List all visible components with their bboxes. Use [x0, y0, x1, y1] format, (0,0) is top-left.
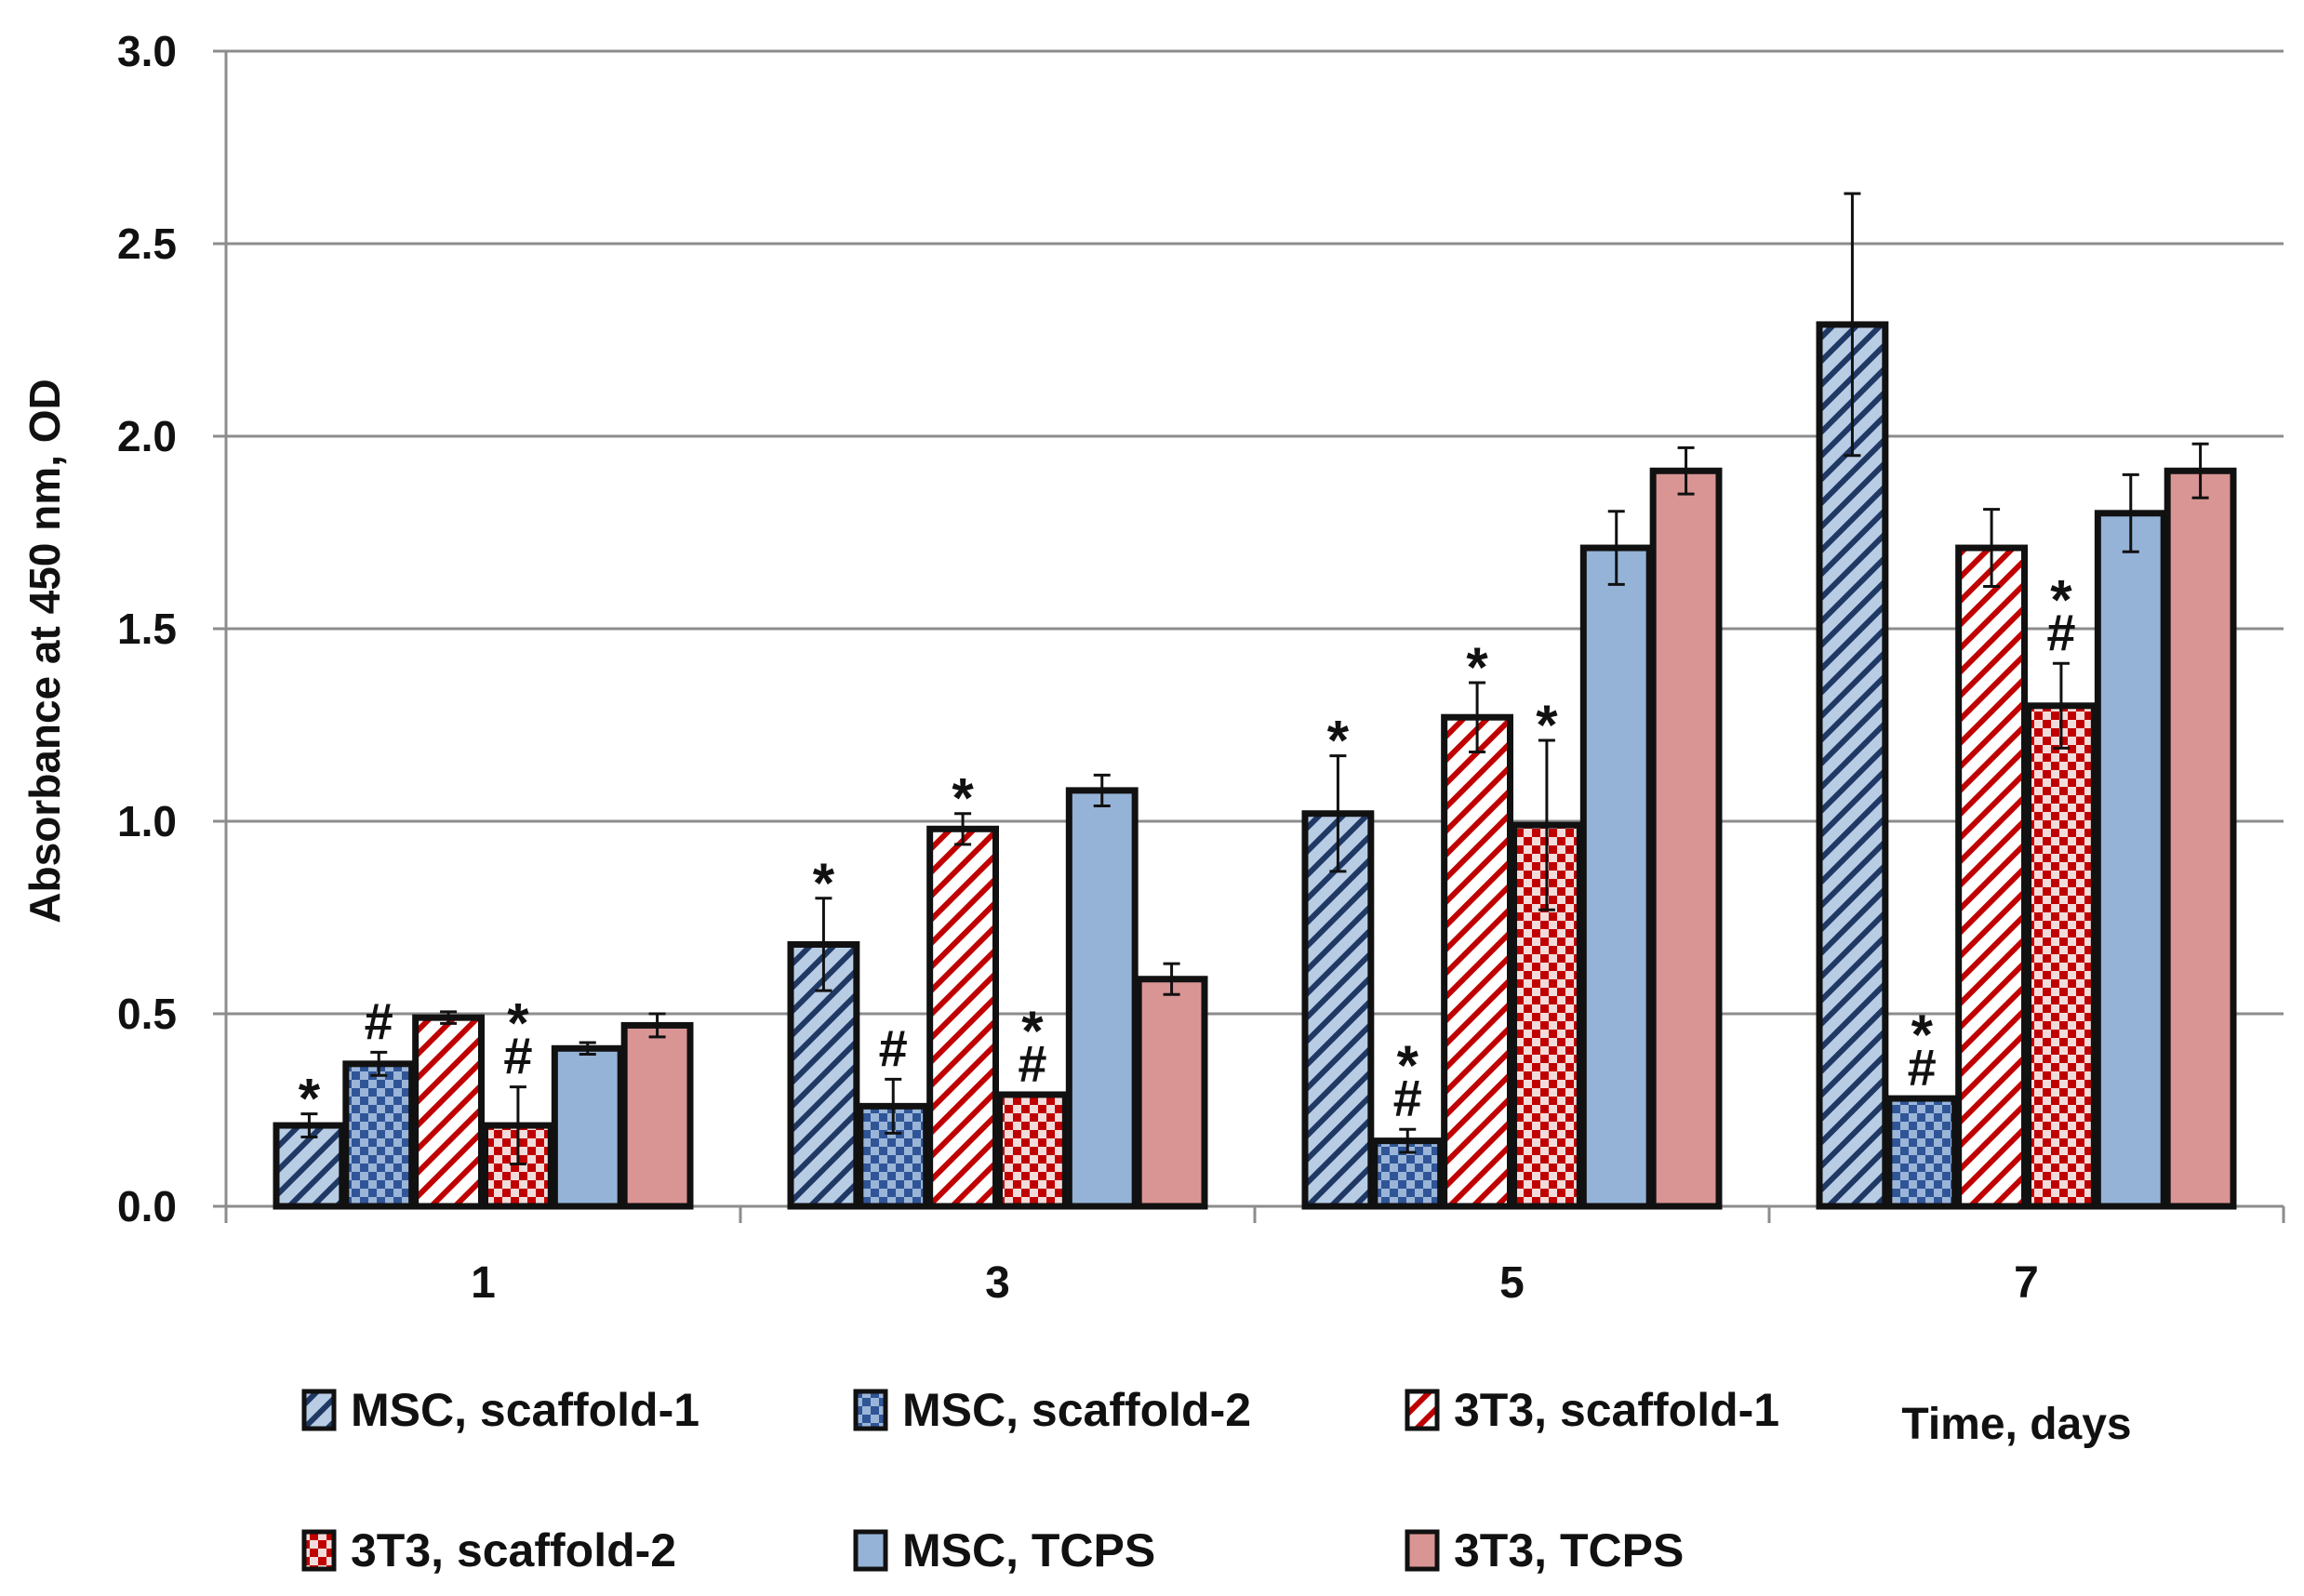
significance-star: * [1021, 1000, 1044, 1062]
significance-hash: # [879, 1018, 908, 1077]
legend-swatch [853, 1529, 888, 1572]
bar [1065, 787, 1139, 1210]
legend-label: 3T3, scaffold-1 [1454, 1384, 1779, 1436]
legend-label: 3T3, scaffold-2 [351, 1524, 676, 1576]
legend-item: 3T3, scaffold-1 [1405, 1384, 1779, 1436]
legend-swatch [1405, 1529, 1440, 1572]
x-tick-label: 5 [1499, 1258, 1525, 1308]
x-axis-label: Time, days [1901, 1400, 2131, 1449]
x-tick-label: 3 [985, 1258, 1010, 1308]
bar [1955, 544, 2029, 1210]
gridlines [226, 49, 2284, 1016]
annotations: *##**#*#**#***#*#* [299, 568, 2076, 1129]
significance-hash: # [1393, 1069, 1422, 1127]
legend-label: MSC, scaffold-1 [351, 1384, 699, 1436]
significance-star: * [1466, 636, 1488, 698]
legend-label: MSC, TCPS [902, 1524, 1155, 1576]
legend-swatch [301, 1389, 337, 1431]
significance-hash: # [365, 991, 393, 1050]
significance-hash: # [1908, 1038, 1937, 1097]
significance-star: * [1327, 710, 1350, 772]
bar [2164, 467, 2237, 1210]
bars [273, 321, 2237, 1210]
y-tick-label: 3.0 [117, 27, 177, 75]
bar [996, 1091, 1069, 1210]
significance-star: * [1911, 1004, 1934, 1066]
legend-item: 3T3, scaffold-2 [301, 1524, 676, 1576]
bar [1816, 321, 1889, 1210]
x-tick-label: 1 [471, 1258, 496, 1308]
significance-star: * [1397, 1034, 1419, 1097]
legend-swatch [853, 1389, 888, 1431]
y-tick-label: 1.5 [117, 605, 177, 653]
y-tick-label: 2.0 [117, 412, 177, 460]
significance-star: * [813, 852, 835, 914]
bar [620, 1021, 694, 1210]
legend-item: 3T3, TCPS [1405, 1524, 1684, 1576]
bar [2094, 510, 2167, 1210]
legend-label: 3T3, TCPS [1454, 1524, 1684, 1576]
tick-labels: 0.0 0.5 1.0 1.5 2.0 2.5 3.0 1 3 5 7 [117, 27, 2039, 1308]
legend-item: MSC, scaffold-1 [301, 1384, 699, 1436]
significance-star: * [507, 992, 529, 1055]
legend-swatch [1405, 1389, 1440, 1431]
y-tick-label: 1.0 [117, 797, 177, 845]
bar [1579, 544, 1653, 1210]
legend-label: MSC, scaffold-2 [902, 1384, 1251, 1436]
significance-hash: # [503, 1027, 532, 1085]
bar [273, 1122, 346, 1210]
legend-item: MSC, TCPS [853, 1524, 1155, 1576]
bar [1649, 467, 1723, 1210]
legend: MSC, scaffold-1 MSC, scaffold-2 3T3, scaff… [301, 1384, 1779, 1576]
legend-item: MSC, scaffold-2 [853, 1384, 1251, 1436]
bar [551, 1044, 624, 1210]
x-tick-label: 7 [2014, 1258, 2039, 1308]
significance-hash: # [2046, 603, 2075, 661]
error-bars [300, 192, 2209, 1165]
bar [2025, 702, 2098, 1210]
bar [1135, 976, 1208, 1210]
significance-star: * [2050, 568, 2072, 631]
significance-hash: # [1018, 1034, 1046, 1093]
y-axis-label: Absorbance at 450 nm, OD [20, 379, 69, 923]
legend-swatch [301, 1529, 337, 1572]
significance-star: * [1536, 694, 1558, 756]
significance-star: * [952, 767, 974, 830]
bar [1885, 1095, 1959, 1210]
bar [926, 825, 1000, 1210]
y-tick-label: 0.0 [117, 1182, 177, 1230]
bar [412, 1014, 485, 1210]
bar [857, 1102, 930, 1210]
y-tick-label: 2.5 [117, 219, 177, 268]
bar [1441, 713, 1513, 1210]
y-tick-label: 0.5 [117, 990, 177, 1038]
bar [342, 1060, 416, 1210]
significance-star: * [299, 1068, 321, 1130]
